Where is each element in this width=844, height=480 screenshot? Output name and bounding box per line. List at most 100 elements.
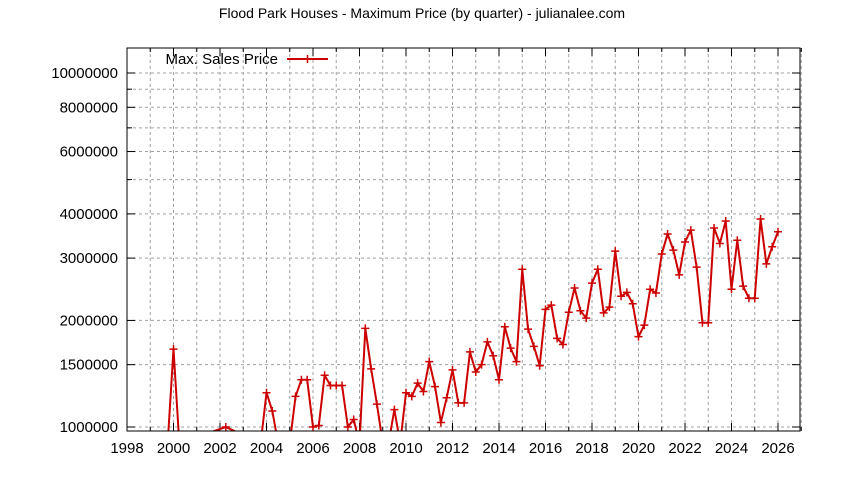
data-point-marker <box>651 289 660 298</box>
x-tick-label: 2014 <box>482 440 515 457</box>
data-point-marker <box>442 393 451 402</box>
data-point-marker <box>314 421 323 430</box>
data-point-marker <box>750 294 759 303</box>
y-tick-label: 4000000 <box>60 206 118 223</box>
data-point-marker <box>686 226 695 235</box>
data-point-marker <box>599 308 608 317</box>
data-point-marker <box>675 270 684 279</box>
data-point-marker <box>663 229 672 238</box>
data-point-marker <box>413 379 422 388</box>
data-point-marker <box>262 388 271 397</box>
data-point-marker <box>489 351 498 360</box>
data-point-marker <box>721 216 730 225</box>
x-tick-label: 2000 <box>157 440 190 457</box>
data-point-marker <box>774 227 782 236</box>
data-point-marker <box>628 299 637 308</box>
data-point-marker <box>617 292 626 301</box>
data-point-marker <box>309 423 317 431</box>
data-point-marker <box>547 301 556 310</box>
data-point-marker <box>402 388 410 397</box>
x-tick-label: 2008 <box>343 440 376 457</box>
data-point-marker <box>431 382 440 391</box>
x-tick-label: 2004 <box>250 440 283 457</box>
data-point-marker <box>512 357 521 366</box>
y-axis: 1000000 1500000 2000000 3000000 4000000 60000… <box>51 65 800 436</box>
data-point-marker <box>582 314 591 323</box>
data-point-marker <box>221 423 230 431</box>
x-tick-label: 2020 <box>622 440 655 457</box>
data-point-marker <box>372 400 381 409</box>
y-tick-label: 8000000 <box>60 99 118 116</box>
data-point-marker <box>407 392 416 401</box>
y-tick-label: 1500000 <box>60 357 118 374</box>
x-tick-label: 2016 <box>529 440 562 457</box>
data-point-marker <box>286 439 294 447</box>
x-tick-label: 2026 <box>761 440 794 457</box>
data-point-marker <box>605 303 614 312</box>
data-point-marker <box>291 392 300 401</box>
data-point-marker <box>541 305 550 314</box>
data-point-marker <box>564 308 573 317</box>
data-point-marker <box>419 387 428 396</box>
x-tick-label: 2006 <box>296 440 329 457</box>
data-point-marker <box>379 439 387 447</box>
data-point-marker <box>320 371 329 380</box>
data-point-marker <box>361 324 370 333</box>
x-tick-label: 2024 <box>715 440 748 457</box>
data-point-marker <box>506 344 515 353</box>
data-point-marker <box>634 332 643 341</box>
data-point-marker <box>471 368 480 377</box>
data-point-marker <box>704 318 713 327</box>
data-point-marker <box>657 250 666 259</box>
data-point-marker <box>338 381 347 390</box>
data-point-marker <box>500 322 509 331</box>
x-tick-label: 2022 <box>668 440 701 457</box>
data-point-marker <box>588 279 596 288</box>
x-tick-label: 2012 <box>436 440 469 457</box>
data-point-marker <box>733 236 742 245</box>
data-point-marker <box>436 418 445 427</box>
data-point-marker <box>535 361 544 370</box>
data-point-marker <box>640 321 649 330</box>
data-point-marker <box>553 334 562 343</box>
data-point-marker <box>483 337 492 346</box>
y-tick-label: 10000000 <box>51 65 118 82</box>
data-series <box>167 214 782 447</box>
legend: Max. Sales Price <box>165 51 328 68</box>
data-point-marker <box>169 345 178 354</box>
data-point-marker <box>715 239 724 248</box>
data-point-marker <box>465 347 474 356</box>
data-point-marker <box>425 357 434 366</box>
x-axis: 1998 2000 2002 2004 2006 2008 2010 2012 2014 2016… <box>110 48 802 457</box>
data-point-marker <box>303 375 312 384</box>
data-point-marker <box>768 242 777 251</box>
x-tick-label: 1998 <box>110 440 143 457</box>
data-point-marker <box>739 282 748 291</box>
data-point-marker <box>593 265 602 274</box>
data-point-marker <box>518 265 527 274</box>
data-point-marker <box>710 223 719 232</box>
data-point-marker <box>681 238 689 247</box>
series-line <box>167 217 779 431</box>
x-tick-label: 2010 <box>389 440 422 457</box>
data-point-marker <box>727 285 736 294</box>
data-point-marker <box>268 406 277 415</box>
data-point-marker <box>343 423 352 431</box>
data-point-marker <box>622 288 631 297</box>
x-tick-label: 2018 <box>575 440 608 457</box>
data-point-marker <box>646 285 655 294</box>
data-point-marker <box>692 263 701 272</box>
plot-border <box>126 47 801 432</box>
data-point-marker <box>448 365 457 374</box>
data-point-marker <box>669 246 678 255</box>
x-tick-label: 2002 <box>203 440 236 457</box>
data-point-marker <box>756 214 765 223</box>
data-point-marker <box>477 360 486 369</box>
legend-marker-icon <box>303 55 312 63</box>
data-point-marker <box>390 405 399 414</box>
y-tick-label: 3000000 <box>60 250 118 267</box>
data-point-marker <box>495 375 503 384</box>
data-point-marker <box>460 398 469 407</box>
data-point-marker <box>524 325 533 334</box>
